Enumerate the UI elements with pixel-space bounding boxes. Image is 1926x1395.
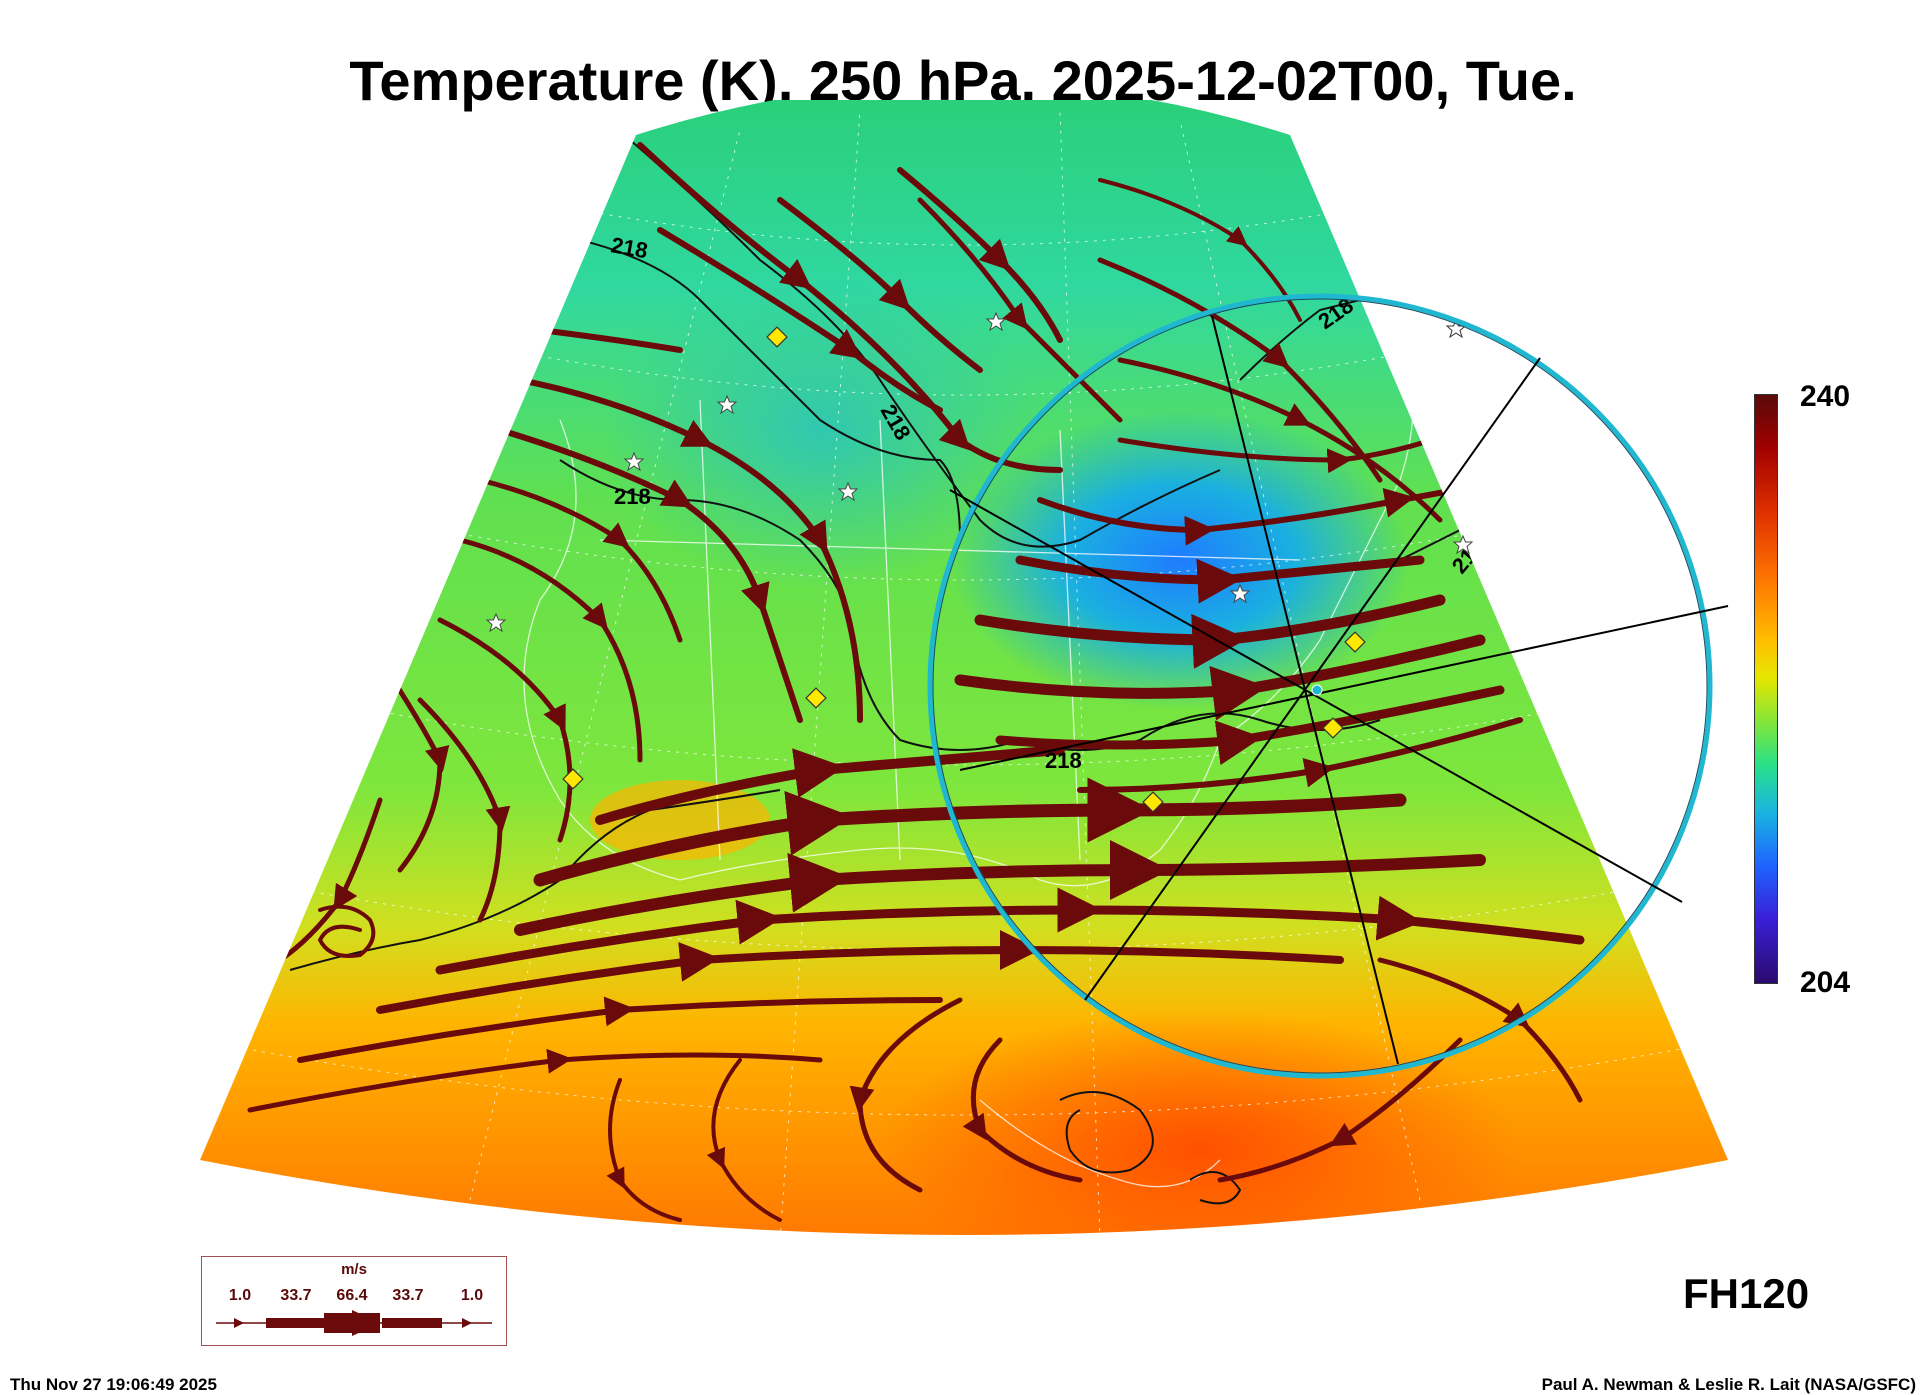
diamond-marker <box>562 768 584 790</box>
streamline <box>497 427 803 723</box>
radial-lines <box>949 315 1729 1065</box>
streamline <box>377 657 450 873</box>
generation-timestamp: Thu Nov 27 19:06:49 2025 <box>10 1375 217 1394</box>
streamline <box>1077 717 1523 793</box>
star-marker <box>623 451 645 472</box>
streamline <box>777 197 983 373</box>
range-ring <box>927 293 1713 1079</box>
streamline <box>517 377 863 723</box>
diamond-marker <box>1322 717 1344 739</box>
streamline <box>477 477 683 643</box>
streamline <box>706 1058 782 1222</box>
streamline <box>1117 357 1443 523</box>
star-marker <box>716 394 738 415</box>
streamline <box>537 327 683 353</box>
streamline <box>317 904 376 958</box>
wind-legend-unit: m/s <box>341 1261 367 1278</box>
streamline <box>897 167 1063 343</box>
streamline <box>297 996 943 1063</box>
diamond-marker <box>766 326 788 348</box>
overlay-ring-group <box>927 293 1729 1079</box>
streamline <box>917 197 1123 423</box>
streamline <box>435 887 1585 975</box>
star-marker <box>985 311 1007 332</box>
diamond-marker <box>805 687 827 709</box>
streamline <box>1098 178 1302 322</box>
wind-legend-value: 1.0 <box>460 1287 484 1304</box>
streamline <box>247 1048 823 1113</box>
diamond-marker <box>1344 631 1366 653</box>
star-marker <box>485 612 507 633</box>
wind-legend: m/s 1.0 33.7 66.4 33.7 1.0 <box>201 1256 507 1346</box>
streamline <box>974 594 1446 669</box>
streamline <box>1015 555 1425 604</box>
streamline <box>457 537 643 763</box>
stars <box>485 311 1474 633</box>
author-credit: Paul A. Newman & Leslie R. Lait (NASA/GS… <box>1541 1375 1916 1394</box>
wind-legend-value: 33.7 <box>392 1287 424 1304</box>
streamline <box>277 797 383 963</box>
streamline <box>533 777 1407 887</box>
star-marker <box>1452 534 1474 555</box>
colorbar-min-label: 204 <box>1800 966 1851 999</box>
wind-legend-arrows <box>216 1310 492 1336</box>
streamline <box>1097 257 1383 483</box>
streamline <box>376 930 1344 1014</box>
streamline <box>954 634 1486 721</box>
colorbar-max-label: 240 <box>1800 380 1851 413</box>
wind-legend-value: 66.4 <box>336 1287 368 1304</box>
diamond-marker <box>1142 791 1164 813</box>
streamline <box>437 617 573 843</box>
diamond-markers <box>562 326 1366 813</box>
contour-label: 218 <box>614 484 651 509</box>
streamline <box>637 142 1063 473</box>
colorbar <box>1754 394 1778 984</box>
streamline <box>849 997 963 1193</box>
forecast-hour-label: FH120 <box>1683 1270 1810 1317</box>
wind-legend-value: 1.0 <box>228 1287 252 1304</box>
range-ring-inner <box>932 298 1708 1074</box>
ring-center <box>1311 684 1323 696</box>
streamline <box>962 1037 1083 1183</box>
contour-label: 218 <box>1045 748 1082 773</box>
streamline <box>657 227 943 413</box>
streamline <box>595 745 1065 825</box>
streamline <box>514 840 1486 936</box>
temperature-field: 218 218 218 218 218 218 <box>200 100 1728 1235</box>
star-marker <box>837 481 859 502</box>
streamline <box>606 1078 682 1222</box>
wind-legend-value: 33.7 <box>280 1287 312 1304</box>
latlon-grid <box>200 109 1728 1235</box>
streamline <box>317 697 350 823</box>
star-marker <box>1229 583 1251 604</box>
streamline <box>417 697 511 923</box>
streamline <box>1217 1037 1463 1183</box>
